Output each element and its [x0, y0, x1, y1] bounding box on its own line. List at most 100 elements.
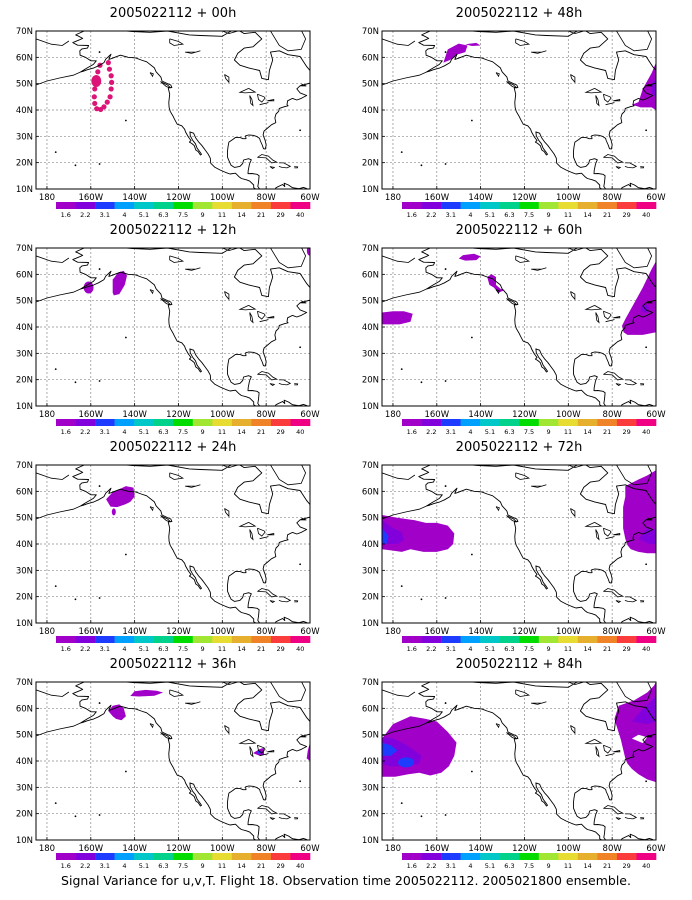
colorbar-swatch — [95, 636, 115, 643]
colorbar-label: 3.1 — [100, 645, 110, 653]
signal-blob — [631, 695, 656, 725]
map-panel: 70N 60N 50N 40N 30N 20N 10N 180 160W 140W 120W 100W… — [0, 4, 346, 221]
colorbar-swatch — [519, 419, 540, 426]
small-island — [74, 381, 77, 384]
colorbar-swatch — [75, 636, 96, 643]
colorbar-swatch — [75, 202, 96, 209]
map-plot: 70N 60N 50N 40N 30N 20N 10N 180 160W 140W 120W 100W… — [362, 244, 666, 436]
colorbar-swatch — [538, 419, 559, 426]
lon-tick-label: 60W — [300, 627, 320, 637]
island-or-lake-coastline — [382, 689, 416, 697]
small-island — [124, 553, 127, 556]
lon-tick-label: 160W — [424, 627, 449, 637]
lon-tick-label: 60W — [646, 193, 666, 203]
colorbar-label: 11 — [218, 862, 226, 870]
lat-tick-label: 70N — [362, 461, 379, 471]
signal-blob — [382, 528, 389, 544]
lon-tick-label: 180 — [385, 193, 401, 203]
island-or-lake-coastline — [595, 312, 600, 324]
lat-tick-label: 40N — [16, 323, 33, 333]
lon-tick-label: 180 — [39, 193, 55, 203]
island-or-lake-coastline — [267, 316, 275, 319]
island-or-lake-coastline — [300, 517, 307, 521]
colorbar-label: 5.1 — [485, 428, 495, 436]
colorbar-swatch — [558, 853, 579, 860]
colorbar-label: 11 — [218, 428, 226, 436]
colorbar-swatch — [290, 853, 311, 860]
map-plot: 70N 60N 50N 40N 30N 20N 10N 180 160W 140W 120W 100W… — [16, 244, 320, 436]
colorbar-label: 3.1 — [100, 428, 110, 436]
lat-tick-label: 10N — [362, 619, 379, 629]
colorbar-swatch — [616, 202, 637, 209]
colorbar-label: 29 — [623, 645, 631, 653]
signal-blob — [443, 43, 468, 63]
colorbar-label: 40 — [296, 211, 304, 219]
island-or-lake-coastline — [149, 72, 154, 78]
island-or-lake-coastline — [382, 505, 427, 520]
lon-tick-label: 120W — [512, 844, 537, 854]
map-panel: 70N 60N 50N 40N 30N 20N 10N 180 160W 140W 120W 100W… — [0, 655, 346, 872]
island-or-lake-coastline — [536, 682, 542, 683]
map-content — [36, 682, 310, 840]
colorbar-swatch — [270, 202, 291, 209]
lon-tick-label: 180 — [385, 627, 401, 637]
island-or-lake-coastline — [278, 813, 292, 820]
observation-point — [105, 60, 111, 66]
panel-title: 2005022112 + 36h — [109, 657, 237, 672]
lat-tick-label: 20N — [16, 810, 33, 820]
island-or-lake-coastline — [270, 31, 307, 52]
colorbar-swatch — [421, 636, 442, 643]
small-island — [444, 380, 447, 382]
colorbar-swatch — [212, 636, 233, 643]
colorbar-swatch — [636, 202, 657, 209]
lat-tick-label: 60N — [362, 53, 379, 63]
small-island — [645, 346, 648, 349]
colorbar-label: 21 — [603, 862, 611, 870]
lon-tick-label: 80W — [257, 627, 277, 637]
lon-tick-label: 80W — [603, 193, 623, 203]
lat-tick-label: 20N — [362, 159, 379, 169]
island-or-lake-coastline — [640, 600, 645, 603]
colorbar-swatch — [636, 419, 657, 426]
island-or-lake-coastline — [249, 312, 254, 324]
island-or-lake-coastline — [603, 527, 612, 537]
colorbar-swatch — [636, 636, 657, 643]
island-or-lake-coastline — [382, 71, 427, 86]
lon-tick-label: 180 — [39, 410, 55, 420]
island-or-lake-coastline — [294, 817, 299, 820]
signal-blob — [638, 528, 656, 544]
island-or-lake-coastline — [238, 522, 257, 528]
island-or-lake-coastline — [190, 682, 196, 683]
small-island — [124, 336, 127, 339]
colorbar-swatch — [499, 202, 520, 209]
island-or-lake-coastline — [658, 514, 673, 527]
colorbar-label: 6.3 — [158, 645, 168, 653]
island-or-lake-coastline — [495, 289, 500, 295]
colorbar: 1.6 2.2 3.1 4 5.1 6.3 7.5 9 11 14 21 29 40 — [402, 419, 657, 436]
colorbar-swatch — [558, 202, 579, 209]
small-island — [98, 597, 101, 599]
colorbar-swatch — [441, 202, 461, 209]
observation-point — [94, 106, 100, 112]
colorbar-label: 2.2 — [80, 211, 90, 219]
lon-tick-label: 120W — [512, 193, 537, 203]
small-island — [444, 268, 447, 270]
colorbar-label: 9 — [546, 645, 550, 653]
island-or-lake-coastline — [567, 465, 585, 469]
panel-title: 2005022112 + 72h — [455, 440, 583, 455]
observation-point — [91, 94, 97, 100]
colorbar-swatch — [519, 853, 540, 860]
island-or-lake-coastline — [238, 305, 257, 311]
colorbar-label: 2.2 — [426, 862, 436, 870]
lon-tick-label: 100W — [210, 844, 235, 854]
colorbar-swatch — [153, 202, 174, 209]
signal-blob — [112, 270, 127, 296]
colorbar-swatch — [460, 636, 481, 643]
observation-point — [92, 86, 98, 92]
map-content — [382, 465, 673, 623]
colorbar-label: 1.6 — [407, 645, 417, 653]
small-island — [420, 164, 423, 167]
colorbar-label: 1.6 — [61, 862, 71, 870]
colorbar-label: 6.3 — [504, 428, 514, 436]
colorbar-label: 7.5 — [524, 211, 534, 219]
